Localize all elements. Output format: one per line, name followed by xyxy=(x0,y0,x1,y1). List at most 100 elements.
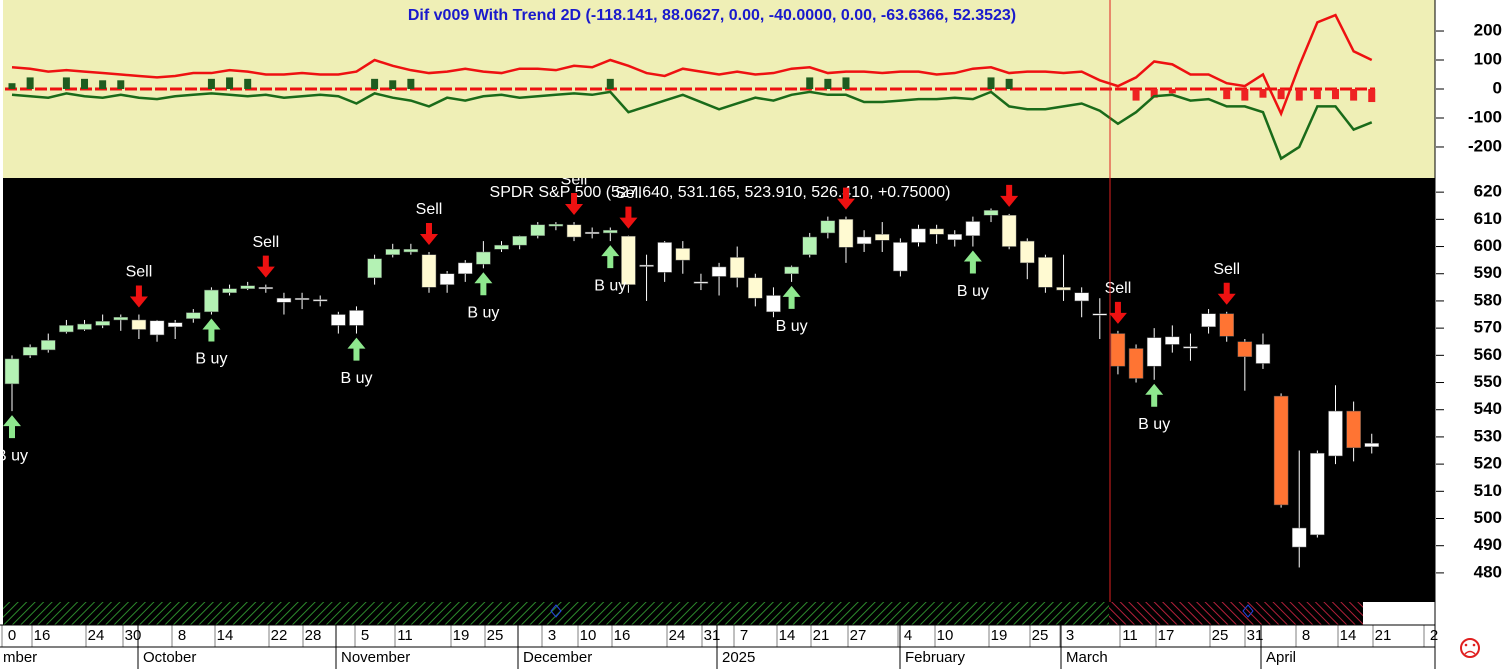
day-label: 16 xyxy=(34,627,51,644)
y-tick-label: -100 xyxy=(1468,107,1502,126)
status-icon xyxy=(1460,638,1480,658)
candle-body xyxy=(1291,527,1307,548)
candle-body xyxy=(186,312,201,319)
candle-body xyxy=(711,266,727,277)
histogram-bar xyxy=(81,78,89,89)
candle-body xyxy=(439,273,455,285)
sell-arrow xyxy=(1000,184,1019,207)
day-label: 21 xyxy=(1375,627,1392,644)
histogram-bar xyxy=(1259,89,1267,98)
sell-label: Sell xyxy=(252,234,279,251)
candle-body xyxy=(548,223,564,227)
candle-body xyxy=(403,249,419,253)
histogram-bar xyxy=(806,77,814,89)
day-label: 2 xyxy=(1430,627,1438,644)
candle-body xyxy=(331,314,346,326)
y-tick-label: 610 xyxy=(1474,209,1502,228)
day-label: 24 xyxy=(88,627,105,644)
candle-body xyxy=(530,224,546,236)
day-label: 0 xyxy=(8,627,16,644)
day-label: 10 xyxy=(580,627,597,644)
buy-arrow xyxy=(202,318,221,342)
day-label: 3 xyxy=(1066,627,1074,644)
buy-label: B uy xyxy=(957,283,989,300)
indicator-panel xyxy=(3,0,1444,178)
buy-label: B uy xyxy=(594,277,626,294)
candle-body xyxy=(1310,452,1325,536)
candle-body xyxy=(421,254,437,288)
histogram-bar xyxy=(1241,89,1249,101)
candle-body xyxy=(1364,443,1379,447)
buy-label: B uy xyxy=(467,305,499,322)
y-tick-label: 100 xyxy=(1474,49,1502,68)
y-tick-label: 490 xyxy=(1474,535,1502,554)
candle-body xyxy=(856,236,872,245)
candle-body xyxy=(458,262,473,274)
histogram-bar xyxy=(824,78,832,89)
candle-body xyxy=(95,321,110,326)
day-label: 8 xyxy=(178,627,186,644)
candle-body xyxy=(22,346,38,356)
y-tick-label: 570 xyxy=(1474,318,1502,337)
candle-body xyxy=(1328,410,1343,457)
indicator-line xyxy=(11,13,1373,117)
candle-body xyxy=(1146,337,1162,367)
sell-label: Sell xyxy=(1105,280,1132,297)
sell-arrow xyxy=(419,222,438,245)
day-label: 11 xyxy=(1122,627,1138,644)
candle-body xyxy=(748,277,763,299)
histogram-bar xyxy=(371,78,379,89)
day-label: 8 xyxy=(1302,627,1310,644)
sell-arrow xyxy=(619,206,638,229)
day-label: 14 xyxy=(779,627,796,644)
sell-arrow xyxy=(1108,301,1127,324)
buy-label: B uy xyxy=(340,370,372,387)
sell-arrow xyxy=(129,285,148,308)
month-label: March xyxy=(1066,649,1108,666)
candle-body xyxy=(584,231,600,235)
buy-label: B uy xyxy=(1138,416,1170,433)
month-label: October xyxy=(143,649,196,666)
candle-body xyxy=(258,287,274,290)
candle-body xyxy=(131,319,147,330)
candle-body xyxy=(911,228,926,243)
candle-body xyxy=(621,235,636,285)
candle-body xyxy=(1074,292,1089,302)
day-label: 7 xyxy=(740,627,748,644)
day-label: 24 xyxy=(669,627,686,644)
buy-label: B uy xyxy=(0,447,28,464)
candle-body xyxy=(367,258,382,279)
day-label: 16 xyxy=(614,627,631,644)
candle-body xyxy=(476,251,491,265)
histogram-bar xyxy=(99,80,107,89)
sell-label: Sell xyxy=(1213,261,1240,278)
candle-body xyxy=(1020,240,1035,264)
y-tick-label: 600 xyxy=(1474,236,1502,255)
sell-arrow xyxy=(256,255,275,278)
candle-body xyxy=(4,358,20,385)
month-label: 2025 xyxy=(722,649,755,666)
histogram-bar xyxy=(1350,89,1358,101)
candle-body xyxy=(1110,333,1126,367)
day-label: 5 xyxy=(361,627,369,644)
day-label: 22 xyxy=(271,627,288,644)
histogram-bar xyxy=(1005,78,1013,89)
histogram-bar xyxy=(1150,89,1158,98)
candle-body xyxy=(657,242,672,273)
day-label: 4 xyxy=(904,627,912,644)
day-label: 14 xyxy=(1340,627,1357,644)
day-label: 30 xyxy=(125,627,142,644)
day-label: 11 xyxy=(397,627,413,644)
y-tick-label: 560 xyxy=(1474,345,1502,364)
candle-body xyxy=(802,236,817,255)
day-label: 25 xyxy=(1032,627,1049,644)
candle-body xyxy=(929,228,944,235)
y-tick-label: 500 xyxy=(1474,508,1502,527)
histogram-bar xyxy=(407,78,415,89)
candle-body xyxy=(693,281,709,284)
y-tick-label: 620 xyxy=(1474,182,1502,201)
candle-body xyxy=(41,340,56,351)
candle-body xyxy=(1001,215,1017,247)
month-label: December xyxy=(523,649,592,666)
y-tick-label: 520 xyxy=(1474,454,1502,473)
